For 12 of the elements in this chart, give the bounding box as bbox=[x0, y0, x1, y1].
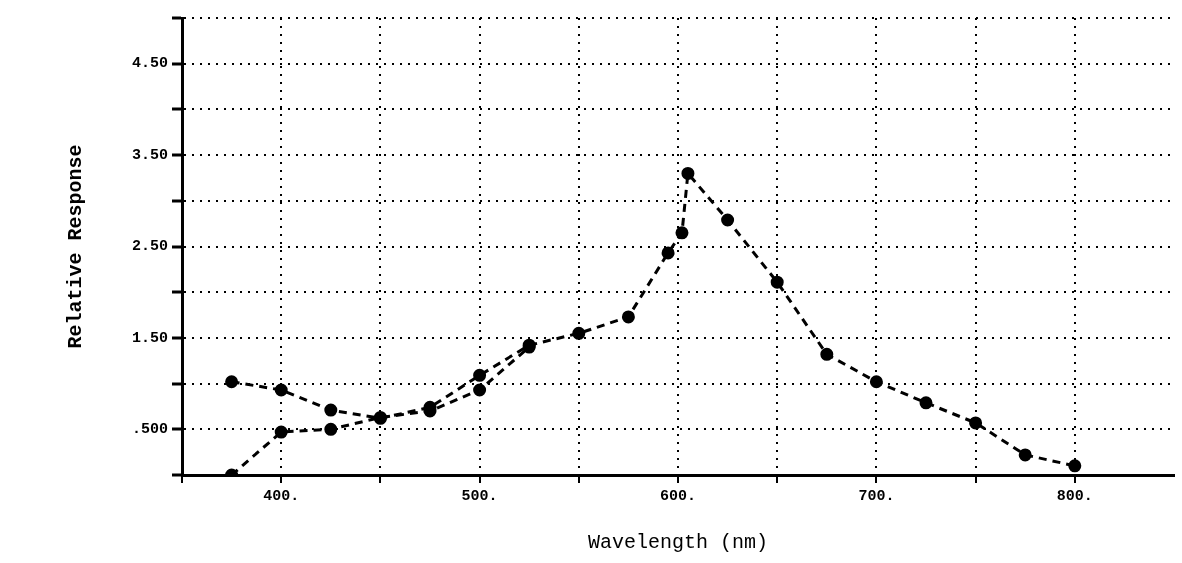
x-tick-label: 600. bbox=[660, 487, 697, 505]
x-tick-label: 700. bbox=[858, 487, 895, 505]
y-tick-label: 1.50 bbox=[131, 329, 169, 347]
y-axis-title: Relative Response bbox=[64, 144, 88, 349]
x-tick-label: 800. bbox=[1056, 487, 1093, 505]
y-tick-label: 3.50 bbox=[131, 146, 169, 164]
y-tick-label: 4.50 bbox=[131, 55, 169, 73]
x-tick-label: 400. bbox=[263, 487, 300, 505]
x-axis-title: Wavelength (nm) bbox=[587, 531, 769, 555]
y-tick-label: 2.50 bbox=[131, 238, 169, 256]
x-tick-label: 500. bbox=[461, 487, 498, 505]
y-tick-label: .500 bbox=[131, 421, 169, 439]
